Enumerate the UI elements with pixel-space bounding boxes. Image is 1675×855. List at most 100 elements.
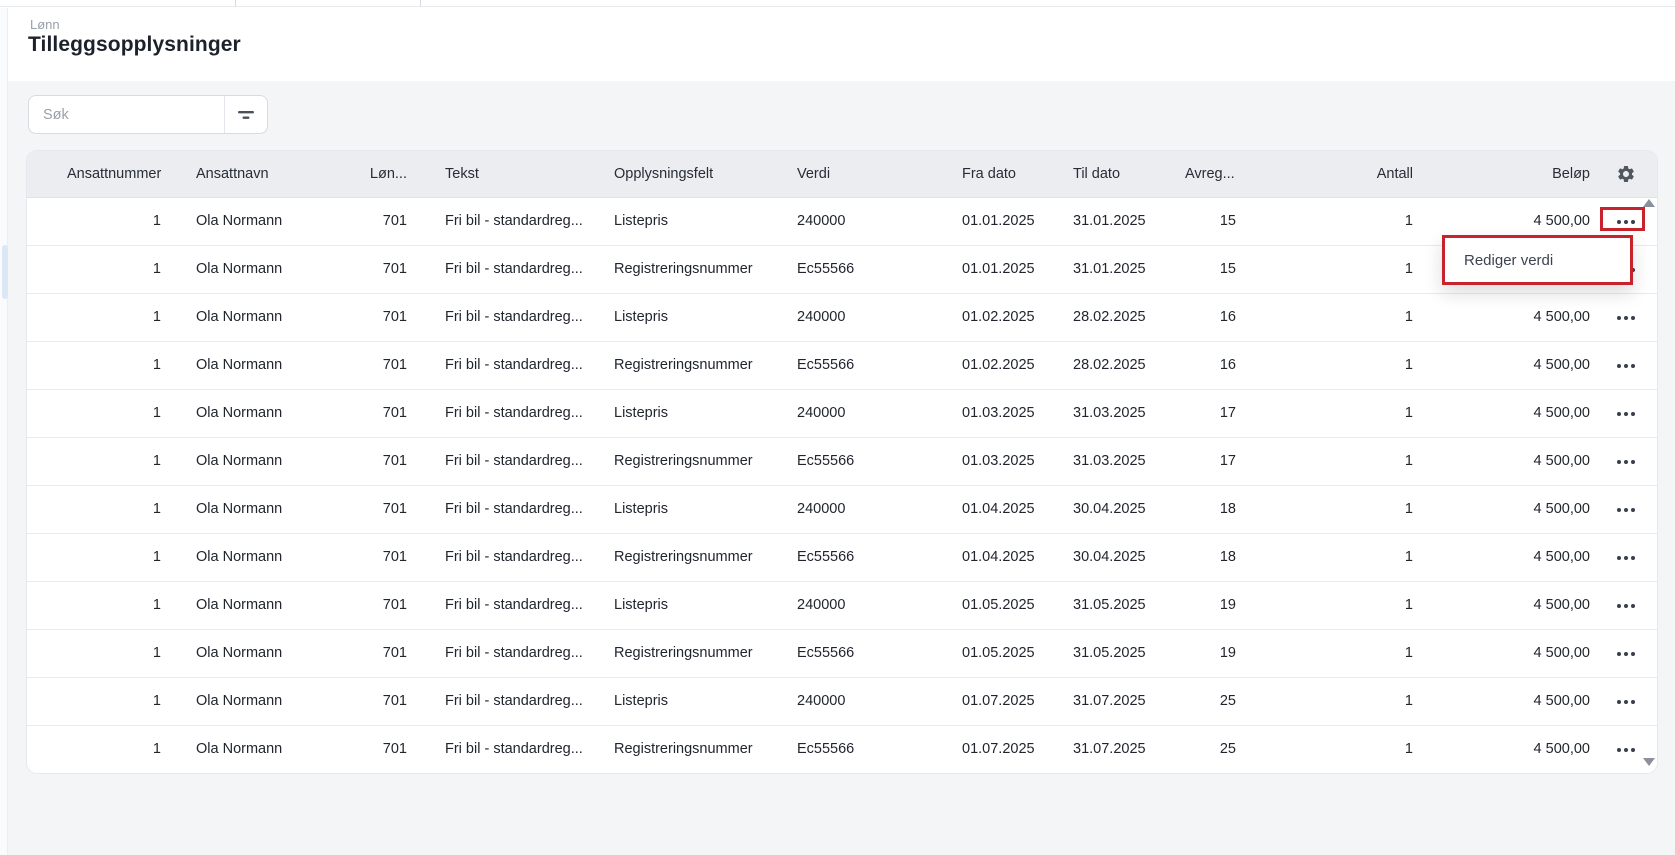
table-row[interactable]: 1 Ola Normann 701 Fri bil - standardreg.… [27, 629, 1657, 677]
column-header-til-dato[interactable]: Til dato [1059, 151, 1170, 197]
cell-opplysningsfelt: Registreringsnummer [600, 725, 783, 773]
sidebar-sliver [0, 8, 8, 855]
cell-fra-dato: 01.05.2025 [948, 629, 1059, 677]
cell-actions [1604, 389, 1657, 437]
cell-verdi: 240000 [783, 485, 948, 533]
cell-ansattnavn: Ola Normann [167, 533, 337, 581]
table-row[interactable]: 1 Ola Normann 701 Fri bil - standardreg.… [27, 533, 1657, 581]
row-actions-button[interactable] [1613, 598, 1639, 614]
row-actions-button[interactable] [1613, 214, 1639, 230]
column-header-tekst[interactable]: Tekst [413, 151, 600, 197]
cell-belop: 4 500,00 [1427, 293, 1604, 341]
cell-tekst: Fri bil - standardreg... [413, 389, 600, 437]
table-row[interactable]: 1 Ola Normann 701 Fri bil - standardreg.… [27, 485, 1657, 533]
cell-avregning: 15 [1170, 245, 1250, 293]
ellipsis-icon [1617, 700, 1621, 704]
column-header-opplysningsfelt[interactable]: Opplysningsfelt [600, 151, 783, 197]
cell-antall: 1 [1250, 341, 1427, 389]
cell-ansattnummer: 1 [27, 677, 167, 725]
cell-lonnsart: 701 [337, 485, 413, 533]
cell-opplysningsfelt: Registreringsnummer [600, 341, 783, 389]
cell-actions [1604, 341, 1657, 389]
table-row[interactable]: 1 Ola Normann 701 Fri bil - standardreg.… [27, 581, 1657, 629]
column-header-ansattnavn[interactable]: Ansattnavn [167, 151, 337, 197]
table-row[interactable]: 1 Ola Normann 701 Fri bil - standardreg.… [27, 437, 1657, 485]
cell-antall: 1 [1250, 197, 1427, 245]
column-header-avregning[interactable]: Avreg... [1170, 151, 1250, 197]
cell-fra-dato: 01.02.2025 [948, 293, 1059, 341]
menu-item-rediger-verdi[interactable]: Rediger verdi [1445, 252, 1630, 269]
cell-fra-dato: 01.07.2025 [948, 725, 1059, 773]
cell-lonnsart: 701 [337, 581, 413, 629]
ellipsis-icon [1617, 604, 1621, 608]
cell-verdi: Ec55566 [783, 245, 948, 293]
cell-ansattnavn: Ola Normann [167, 245, 337, 293]
column-header-antall[interactable]: Antall [1250, 151, 1427, 197]
scrollbar-down-arrow[interactable] [1643, 758, 1655, 766]
search-box [28, 95, 268, 134]
column-header-fra-dato[interactable]: Fra dato [948, 151, 1059, 197]
cell-fra-dato: 01.05.2025 [948, 581, 1059, 629]
cell-til-dato: 31.05.2025 [1059, 629, 1170, 677]
ellipsis-icon [1617, 364, 1621, 368]
cell-actions [1604, 293, 1657, 341]
cell-ansattnummer: 1 [27, 725, 167, 773]
column-header-lonnsart[interactable]: Løn... [337, 151, 413, 197]
column-header-verdi[interactable]: Verdi [783, 151, 948, 197]
cell-ansattnummer: 1 [27, 389, 167, 437]
row-actions-button[interactable] [1613, 742, 1639, 758]
cell-antall: 1 [1250, 533, 1427, 581]
column-header-belop[interactable]: Beløp [1427, 151, 1604, 197]
cell-ansattnavn: Ola Normann [167, 725, 337, 773]
row-actions-button[interactable] [1613, 502, 1639, 518]
row-actions-button[interactable] [1613, 310, 1639, 326]
filter-lines-icon [237, 108, 255, 122]
cell-opplysningsfelt: Listepris [600, 197, 783, 245]
cell-ansattnummer: 1 [27, 485, 167, 533]
cell-verdi: 240000 [783, 581, 948, 629]
row-actions-button[interactable] [1613, 406, 1639, 422]
cell-avregning: 16 [1170, 293, 1250, 341]
cell-lonnsart: 701 [337, 293, 413, 341]
cell-tekst: Fri bil - standardreg... [413, 485, 600, 533]
cell-til-dato: 28.02.2025 [1059, 341, 1170, 389]
cell-lonnsart: 701 [337, 437, 413, 485]
cell-til-dato: 30.04.2025 [1059, 533, 1170, 581]
cell-fra-dato: 01.02.2025 [948, 341, 1059, 389]
scrollbar-up-arrow[interactable] [1643, 199, 1655, 207]
table-row[interactable]: 1 Ola Normann 701 Fri bil - standardreg.… [27, 725, 1657, 773]
ellipsis-icon [1617, 316, 1621, 320]
table-row[interactable]: 1 Ola Normann 701 Fri bil - standardreg.… [27, 341, 1657, 389]
table-row[interactable]: 1 Ola Normann 701 Fri bil - standardreg.… [27, 245, 1657, 293]
cell-avregning: 17 [1170, 389, 1250, 437]
filter-button[interactable] [225, 96, 267, 133]
cell-ansattnavn: Ola Normann [167, 341, 337, 389]
cell-til-dato: 31.03.2025 [1059, 389, 1170, 437]
table-row[interactable]: 1 Ola Normann 701 Fri bil - standardreg.… [27, 197, 1657, 245]
table-row[interactable]: 1 Ola Normann 701 Fri bil - standardreg.… [27, 677, 1657, 725]
row-actions-button[interactable] [1613, 694, 1639, 710]
cell-til-dato: 30.04.2025 [1059, 485, 1170, 533]
cell-ansattnavn: Ola Normann [167, 629, 337, 677]
table-row[interactable]: 1 Ola Normann 701 Fri bil - standardreg.… [27, 389, 1657, 437]
row-actions-button[interactable] [1613, 646, 1639, 662]
cell-actions [1604, 677, 1657, 725]
column-header-ansattnummer[interactable]: Ansattnummer [27, 151, 167, 197]
cell-fra-dato: 01.01.2025 [948, 197, 1059, 245]
row-actions-button[interactable] [1613, 454, 1639, 470]
cell-antall: 1 [1250, 581, 1427, 629]
table-row[interactable]: 1 Ola Normann 701 Fri bil - standardreg.… [27, 293, 1657, 341]
cell-verdi: Ec55566 [783, 629, 948, 677]
cell-ansattnummer: 1 [27, 293, 167, 341]
data-grid: Ansattnummer Ansattnavn Løn... Tekst Opp… [27, 151, 1657, 773]
tab-divider [235, 0, 236, 7]
row-actions-button[interactable] [1613, 358, 1639, 374]
cell-til-dato: 31.07.2025 [1059, 677, 1170, 725]
row-actions-button[interactable] [1613, 550, 1639, 566]
cell-ansattnavn: Ola Normann [167, 437, 337, 485]
search-input[interactable] [29, 96, 224, 133]
grid-settings-button[interactable] [1616, 164, 1636, 184]
cell-avregning: 15 [1170, 197, 1250, 245]
cell-til-dato: 28.02.2025 [1059, 293, 1170, 341]
breadcrumb: Lønn [30, 17, 60, 32]
